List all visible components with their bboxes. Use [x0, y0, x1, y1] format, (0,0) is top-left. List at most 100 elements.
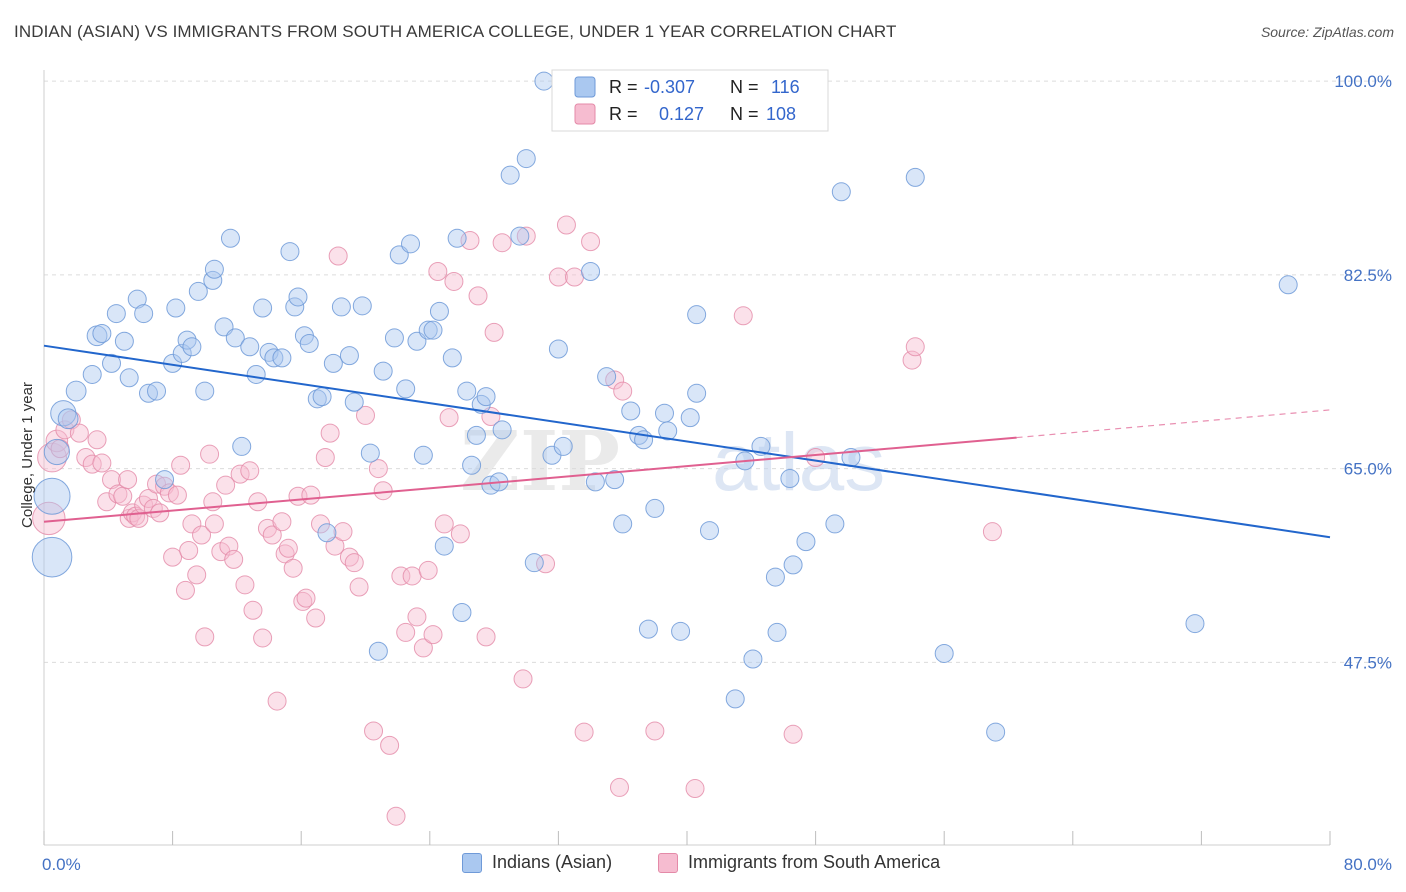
- immigrants-point-12: [102, 470, 122, 490]
- immigrants-trend-line: [43, 436, 1017, 523]
- indians-point-45: [323, 353, 343, 373]
- indians-point-87: [621, 401, 641, 421]
- indians-point-81: [553, 436, 573, 456]
- indians-point-41: [299, 333, 319, 353]
- immigrants-point-58: [296, 588, 316, 608]
- series-legend: Indians (Asian) Immigrants from South Am…: [0, 850, 1406, 880]
- indians-point-75: [510, 226, 530, 246]
- legend-r-value-2: 0.127: [659, 104, 704, 124]
- indians-point-73: [492, 420, 512, 440]
- indians-point-14: [134, 304, 154, 324]
- indians-point-68: [466, 425, 486, 445]
- indians-point-15: [138, 383, 158, 403]
- indians-point-98: [700, 521, 720, 541]
- gridlines: [44, 80, 1390, 663]
- indians-point-30: [232, 436, 252, 456]
- immigrants-point-45: [240, 461, 260, 481]
- indians-point-5: [65, 380, 87, 402]
- immigrants-point-112: [806, 448, 826, 467]
- indians-point-90: [638, 619, 658, 639]
- legend-n-label-1: N =: [730, 77, 759, 97]
- immigrants-point-6: [69, 423, 89, 443]
- immigrants-point-13: [108, 484, 128, 504]
- series-immigrants-points: [32, 215, 1002, 826]
- indians-point-37: [280, 242, 300, 262]
- immigrants-point-33: [187, 565, 207, 585]
- immigrants-point-55: [283, 558, 303, 578]
- immigrants-point-72: [368, 459, 388, 479]
- immigrants-point-44: [235, 575, 255, 595]
- immigrants-point-90: [476, 627, 496, 647]
- immigrants-point-50: [262, 525, 282, 545]
- indians-point-112: [986, 722, 1006, 742]
- indians-point-31: [240, 337, 260, 357]
- indians-point-35: [264, 348, 284, 368]
- indians-point-95: [680, 408, 700, 428]
- immigrants-point-84: [434, 514, 454, 534]
- indians-point-93: [658, 421, 678, 441]
- immigrants-point-93: [492, 233, 512, 253]
- indians-point-85: [605, 470, 625, 490]
- legend-n-value-2: 108: [766, 104, 796, 124]
- immigrants-point-9: [87, 430, 107, 450]
- immigrants-point-42: [224, 549, 244, 569]
- immigrants-point-108: [783, 724, 803, 744]
- indians-point-46: [331, 297, 351, 317]
- indians-point-51: [368, 641, 388, 661]
- immigrants-point-36: [200, 444, 220, 464]
- watermark: ZIP atlas: [460, 414, 885, 510]
- indians-point-101: [743, 649, 763, 669]
- indians-point-107: [796, 532, 816, 552]
- immigrants-point-21: [138, 488, 158, 508]
- y-tick-label-1: 65.0%: [1344, 460, 1392, 479]
- chart-title: INDIAN (ASIAN) VS IMMIGRANTS FROM SOUTH …: [14, 22, 897, 41]
- indians-point-113: [1185, 614, 1205, 634]
- indians-point-70: [476, 387, 496, 407]
- indians-point-63: [442, 348, 462, 368]
- indians-point-1: [33, 477, 71, 515]
- indians-point-59: [418, 320, 438, 340]
- x-tick-label-0: 0.0%: [42, 855, 81, 874]
- indians-point-49: [352, 296, 372, 316]
- immigrants-point-59: [301, 485, 321, 505]
- immigrants-point-54: [278, 538, 298, 558]
- indians-point-83: [585, 472, 605, 492]
- immigrants-point-94: [513, 669, 533, 689]
- immigrants-point-75: [386, 806, 406, 826]
- indians-point-29: [225, 328, 245, 348]
- indians-point-91: [645, 498, 665, 518]
- immigrants-point-74: [380, 735, 400, 755]
- immigrants-point-79: [407, 607, 427, 627]
- indians-point-24: [195, 381, 215, 401]
- legend-label-indians: Indians (Asian): [492, 852, 613, 872]
- indians-point-86: [613, 514, 633, 534]
- immigrants-point-103: [609, 777, 629, 797]
- axes: [43, 70, 1331, 846]
- immigrants-point-78: [402, 566, 422, 586]
- indians-point-65: [452, 603, 472, 622]
- immigrants-point-15: [118, 470, 138, 490]
- indians-point-26: [204, 259, 224, 279]
- immigrants-point-66: [333, 522, 353, 542]
- y-tick-label-0: 47.5%: [1344, 653, 1392, 672]
- trend-lines: [43, 344, 1331, 539]
- indians-point-28: [220, 228, 240, 248]
- indians-point-6: [82, 364, 102, 384]
- indians-point-77: [524, 553, 544, 573]
- immigrants-point-81: [418, 560, 438, 580]
- indians-point-33: [253, 298, 273, 318]
- indians-point-11: [114, 331, 134, 351]
- immigrants-point-27: [163, 547, 183, 567]
- indians-point-43: [312, 387, 332, 407]
- indians-point-84: [597, 367, 617, 387]
- indians-point-61: [429, 301, 449, 321]
- indians-point-22: [182, 337, 202, 357]
- y-tick-labels: 47.5% 65.0% 82.5% 100.0%: [1334, 72, 1392, 672]
- indians-point-4: [57, 408, 79, 430]
- indians-point-99: [725, 689, 745, 709]
- indians-point-78: [534, 71, 554, 91]
- immigrants-point-8: [82, 454, 102, 474]
- watermark-atlas: atlas: [712, 417, 885, 508]
- indians-point-94: [671, 621, 691, 641]
- indians-point-47: [339, 346, 359, 366]
